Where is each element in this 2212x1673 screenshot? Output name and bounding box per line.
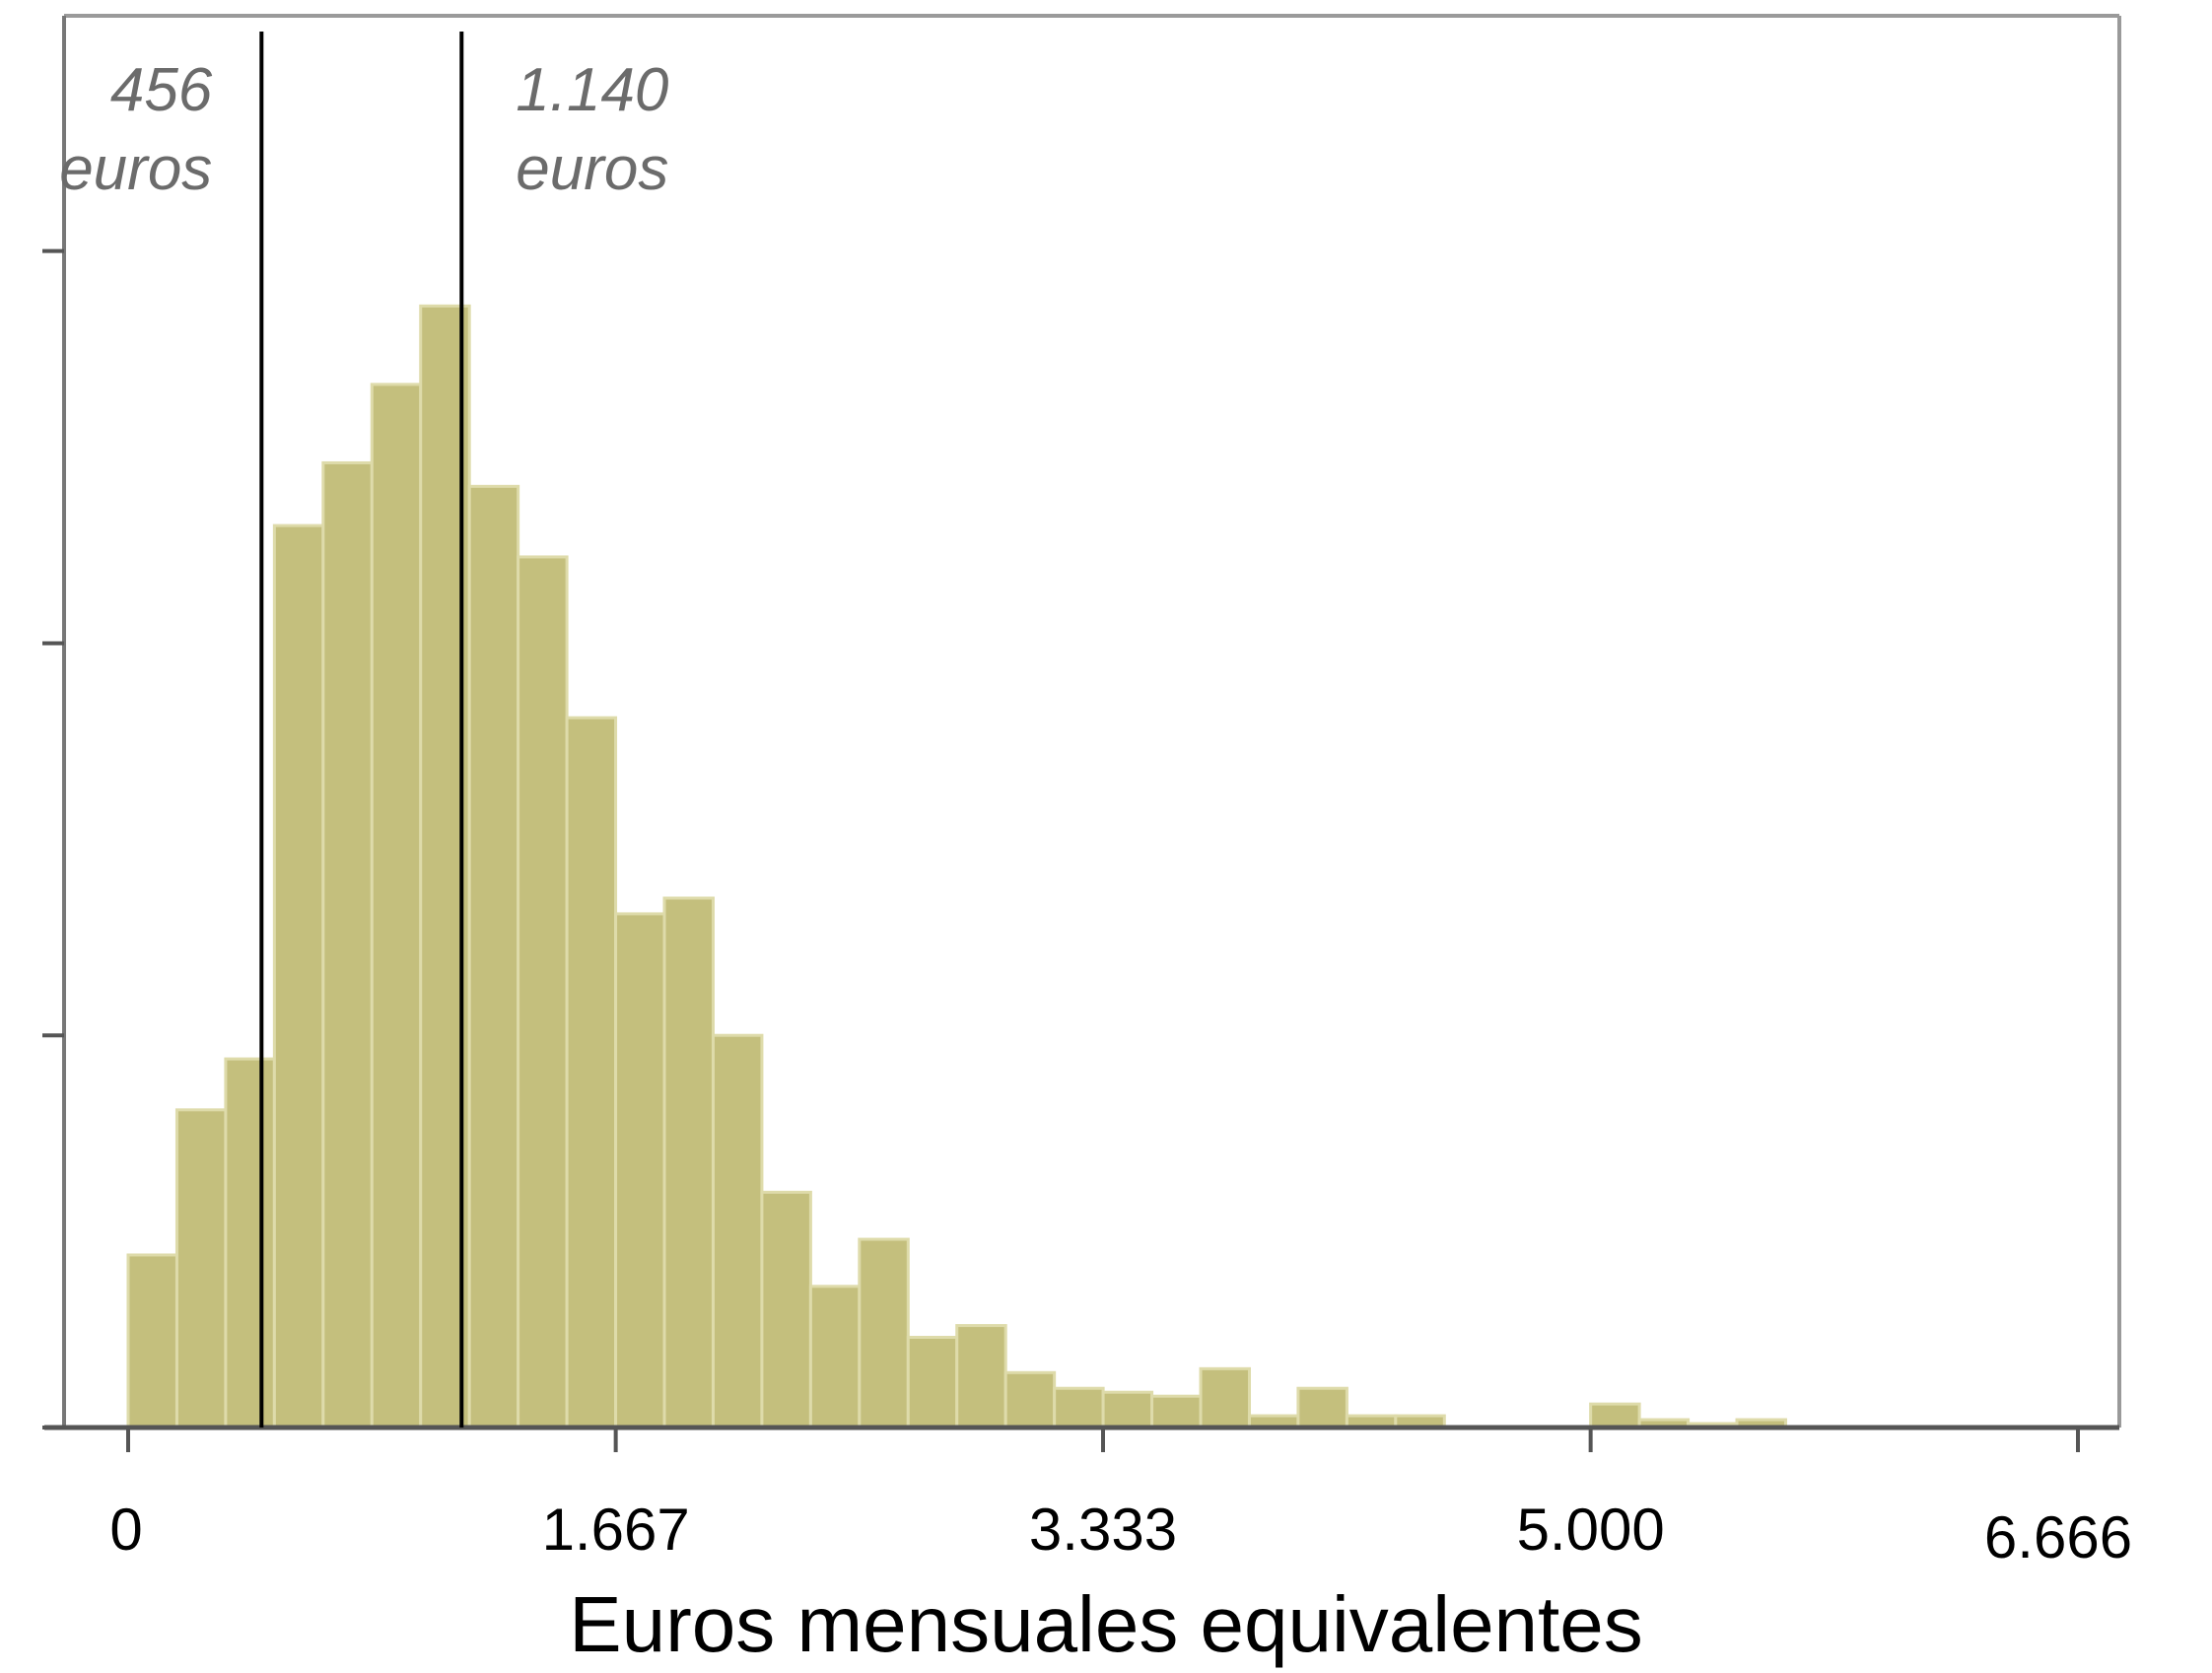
histogram-bar-13 [760, 1190, 812, 1429]
histogram-bar-15 [858, 1237, 910, 1429]
annotation-unit-1: euros [516, 135, 668, 203]
histogram-bar-21 [1150, 1394, 1203, 1429]
x-tick-label-4: 6.666 [1984, 1504, 2132, 1570]
histogram-bar-17 [955, 1324, 1007, 1429]
histogram-bar-5 [370, 383, 423, 1429]
histogram-bar-18 [1003, 1370, 1057, 1429]
x-axis-ticks: 0 1.667 3.333 5.000 6.666 [109, 1428, 2132, 1570]
y-axis-ticks [42, 248, 64, 1429]
x-tick-label-3: 5.000 [1517, 1497, 1665, 1563]
x-tick-label-2: 3.333 [1029, 1497, 1177, 1563]
histogram-bar-1 [174, 1108, 228, 1429]
histogram-bar-14 [808, 1285, 862, 1429]
annotation-unit-0: euros [59, 135, 212, 203]
histogram-bar-10 [614, 912, 666, 1429]
histogram-bar-22 [1199, 1366, 1251, 1429]
bars-layer [126, 304, 1787, 1429]
histogram-bar-8 [517, 555, 569, 1429]
histogram-bar-20 [1101, 1390, 1154, 1429]
x-axis-label: Euros mensuales equivalentes [569, 1580, 1643, 1668]
histogram-bar-24 [1296, 1386, 1348, 1429]
histogram-bar-4 [321, 460, 374, 1429]
annotations: 456 euros 1.140 euros [59, 56, 668, 203]
x-tick-label-1: 1.667 [542, 1497, 690, 1563]
annotation-value-1: 1.140 [516, 56, 668, 124]
histogram-bar-19 [1053, 1386, 1105, 1429]
histogram-bar-16 [906, 1336, 959, 1429]
histogram-bar-30 [1589, 1402, 1641, 1429]
histogram-bar-9 [565, 716, 618, 1429]
histogram-bar-7 [467, 484, 520, 1429]
annotation-value-0: 456 [110, 56, 213, 124]
reference-lines [259, 32, 464, 1428]
x-tick-label-0: 0 [109, 1497, 142, 1563]
histogram-bar-3 [272, 523, 325, 1429]
histogram-bar-0 [126, 1253, 178, 1429]
histogram-bar-2 [224, 1057, 276, 1429]
histogram-bar-11 [662, 896, 715, 1429]
histogram-bar-12 [711, 1033, 764, 1429]
